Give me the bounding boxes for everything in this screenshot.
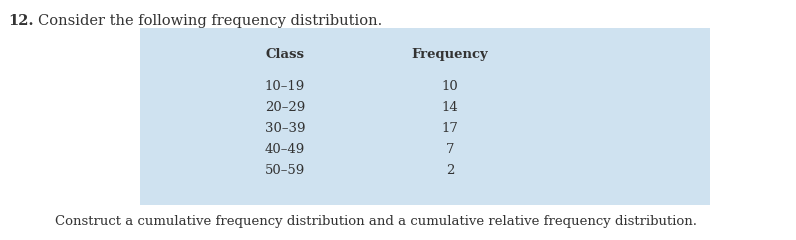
Text: 10–19: 10–19: [265, 80, 305, 93]
Text: Frequency: Frequency: [412, 48, 489, 61]
Text: 20–29: 20–29: [265, 101, 305, 114]
Text: 14: 14: [442, 101, 458, 114]
Text: 30–39: 30–39: [265, 122, 305, 135]
Text: 40–49: 40–49: [265, 143, 305, 156]
Text: 17: 17: [442, 122, 458, 135]
Text: 2: 2: [446, 164, 455, 177]
Text: Construct a cumulative frequency distribution and a cumulative relative frequenc: Construct a cumulative frequency distrib…: [55, 215, 697, 228]
Text: Class: Class: [266, 48, 305, 61]
Text: 50–59: 50–59: [265, 164, 305, 177]
Text: 10: 10: [442, 80, 458, 93]
FancyBboxPatch shape: [140, 28, 710, 205]
Text: Consider the following frequency distribution.: Consider the following frequency distrib…: [38, 14, 382, 28]
Text: 7: 7: [446, 143, 455, 156]
Text: 12.: 12.: [8, 14, 33, 28]
